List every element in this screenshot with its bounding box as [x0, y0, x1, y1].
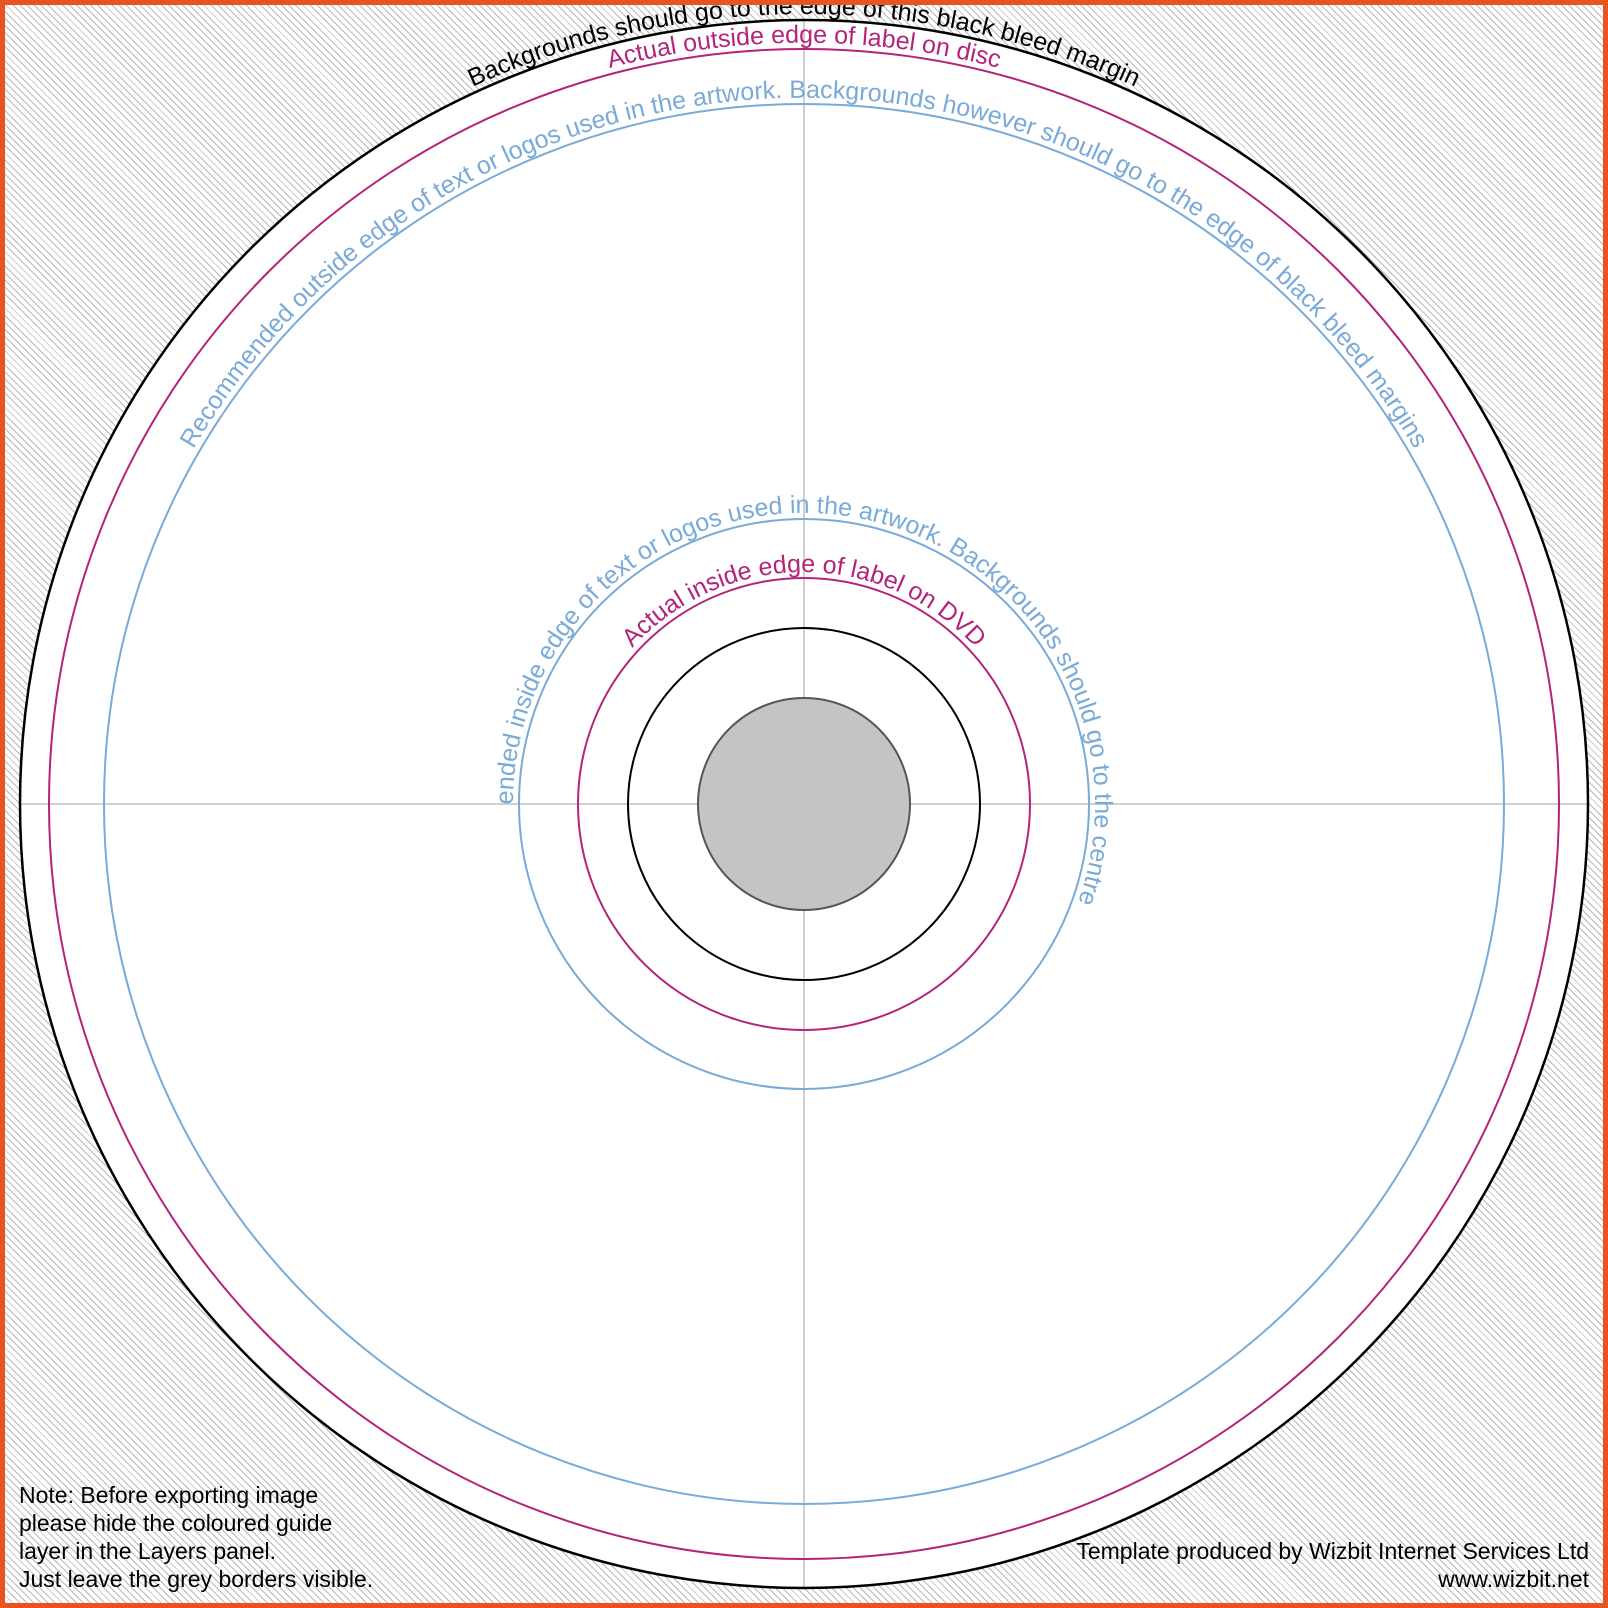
center-hole — [698, 698, 910, 910]
export-note: Note: Before exporting image please hide… — [19, 1481, 373, 1593]
disc-template-svg: Backgrounds should go to the edge of thi… — [5, 5, 1603, 1603]
credit-text: Template produced by Wizbit Internet Ser… — [1076, 1537, 1589, 1593]
template-frame: Backgrounds should go to the edge of thi… — [0, 0, 1608, 1608]
